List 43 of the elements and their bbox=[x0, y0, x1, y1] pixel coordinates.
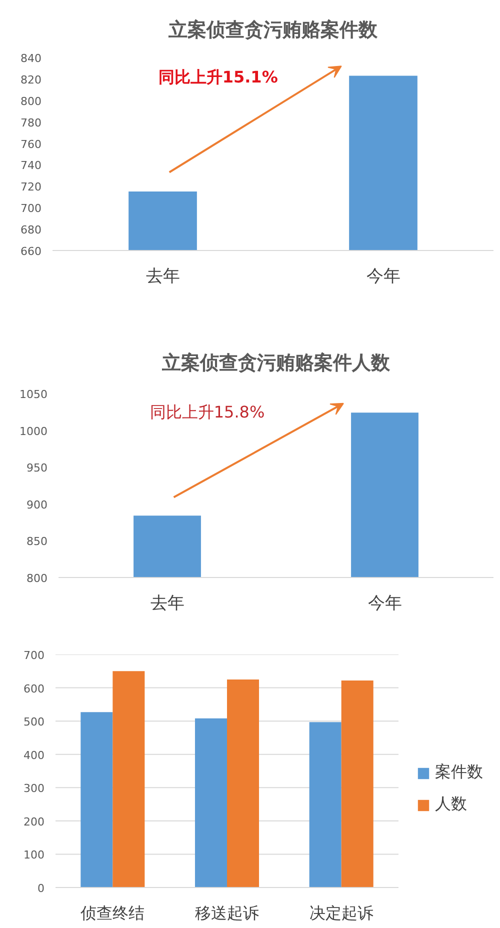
y-tick-label: 740 bbox=[20, 159, 42, 172]
y-tick-label: 1000 bbox=[20, 424, 48, 438]
x-tick-label: 去年 bbox=[150, 594, 184, 614]
y-tick-label: 720 bbox=[20, 180, 42, 194]
y-tick-label: 200 bbox=[24, 815, 45, 828]
bar bbox=[112, 671, 145, 888]
y-tick-label: 760 bbox=[20, 138, 42, 151]
y-tick-label: 600 bbox=[24, 682, 45, 696]
bar bbox=[227, 679, 260, 888]
y-tick-label: 300 bbox=[24, 782, 45, 796]
bar bbox=[194, 718, 227, 888]
y-tick-label: 700 bbox=[20, 202, 42, 216]
y-tick-label: 660 bbox=[20, 245, 42, 258]
y-tick-label: 800 bbox=[26, 572, 48, 585]
y-tick-label: 800 bbox=[20, 94, 42, 108]
y-tick-label: 820 bbox=[20, 73, 42, 86]
legend-label: 人数 bbox=[435, 794, 467, 815]
y-tick-label: 1050 bbox=[20, 388, 48, 401]
x-tick-label: 今年 bbox=[366, 266, 400, 286]
y-tick-label: 780 bbox=[20, 116, 42, 130]
y-tick-label: 500 bbox=[24, 716, 45, 729]
x-tick-label: 移送起诉 bbox=[195, 904, 259, 922]
legend-label: 案件数 bbox=[435, 762, 483, 783]
x-tick-label: 侦查终结 bbox=[80, 904, 145, 922]
bar bbox=[80, 712, 113, 888]
y-tick-label: 680 bbox=[20, 224, 42, 237]
chart-title: 立案侦查贪污贿赂案件人数 bbox=[161, 352, 391, 374]
x-tick-label: 今年 bbox=[368, 594, 402, 614]
y-tick-label: 0 bbox=[38, 882, 44, 895]
y-tick-label: 840 bbox=[20, 52, 42, 65]
bar bbox=[341, 680, 374, 888]
y-tick-label: 950 bbox=[26, 462, 48, 475]
y-tick-label: 400 bbox=[24, 748, 45, 762]
annotation: 同比上升15.8% bbox=[150, 402, 265, 422]
annotation: 同比上升15.1% bbox=[158, 67, 278, 86]
y-tick-label: 700 bbox=[24, 649, 45, 662]
y-tick-label: 900 bbox=[26, 498, 48, 512]
y-tick-label: 100 bbox=[24, 848, 45, 862]
bar bbox=[309, 722, 342, 888]
x-tick-label: 去年 bbox=[146, 266, 180, 286]
chart-title: 立案侦查贪污贿赂案件数 bbox=[168, 19, 378, 41]
x-tick-label: 决定起诉 bbox=[309, 904, 374, 922]
y-tick-label: 850 bbox=[26, 535, 48, 548]
